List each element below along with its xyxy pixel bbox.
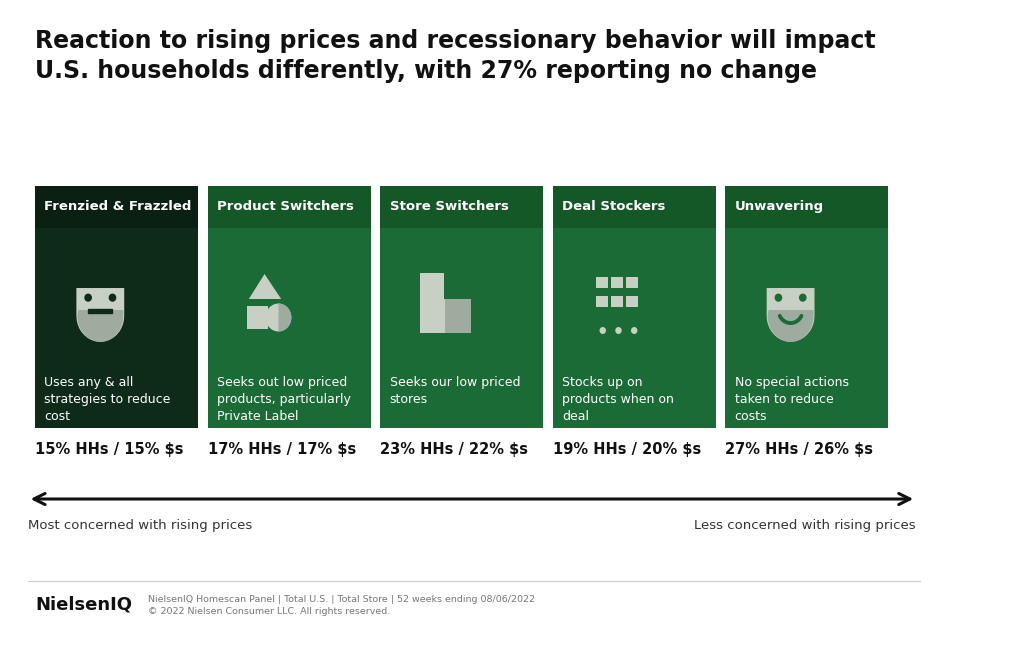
Bar [725, 186, 888, 228]
Text: Reaction to rising prices and recessionary behavior will impact
U.S. households : Reaction to rising prices and recessiona… [35, 29, 876, 83]
Bar [596, 277, 608, 288]
Polygon shape [768, 310, 814, 342]
Text: NielsenIQ: NielsenIQ [35, 596, 132, 614]
Bar [35, 186, 198, 228]
Circle shape [631, 327, 638, 334]
Bar [380, 186, 543, 228]
Circle shape [110, 294, 116, 301]
Bar [35, 186, 198, 428]
Bar [88, 309, 113, 312]
Bar [627, 296, 638, 307]
Bar [596, 296, 608, 307]
Bar [611, 277, 624, 288]
Polygon shape [77, 288, 124, 342]
Polygon shape [767, 288, 814, 342]
Text: NielsenIQ Homescan Panel | Total U.S. | Total Store | 52 weeks ending 08/06/2022: NielsenIQ Homescan Panel | Total U.S. | … [148, 595, 536, 616]
Text: 19% HHs / 20% $s: 19% HHs / 20% $s [553, 442, 701, 457]
Bar [420, 273, 444, 287]
Bar [444, 273, 471, 299]
Text: Seeks out low priced
products, particularly
Private Label: Seeks out low priced products, particula… [217, 376, 351, 423]
Circle shape [800, 294, 806, 301]
Bar [627, 277, 638, 288]
Bar [553, 186, 716, 428]
Bar [380, 186, 543, 428]
Text: 15% HHs / 15% $s: 15% HHs / 15% $s [35, 442, 183, 457]
Polygon shape [279, 303, 292, 331]
Text: Less concerned with rising prices: Less concerned with rising prices [694, 519, 916, 532]
Circle shape [85, 294, 91, 301]
Text: Uses any & all
strategies to reduce
cost: Uses any & all strategies to reduce cost [44, 376, 171, 423]
Polygon shape [249, 274, 282, 299]
Bar [208, 186, 371, 428]
Text: 27% HHs / 26% $s: 27% HHs / 26% $s [725, 442, 873, 457]
Text: Frenzied & Frazzled: Frenzied & Frazzled [44, 201, 191, 214]
Bar [248, 307, 268, 329]
Text: Stocks up on
products when on
deal: Stocks up on products when on deal [562, 376, 674, 423]
Circle shape [775, 294, 781, 301]
Text: Seeks our low priced
stores: Seeks our low priced stores [389, 376, 520, 406]
Bar [725, 186, 888, 428]
Text: Most concerned with rising prices: Most concerned with rising prices [28, 519, 252, 532]
Text: 23% HHs / 22% $s: 23% HHs / 22% $s [380, 442, 528, 457]
Bar [553, 186, 716, 228]
Text: No special actions
taken to reduce
costs: No special actions taken to reduce costs [734, 376, 849, 423]
Polygon shape [77, 310, 123, 342]
Bar [611, 296, 624, 307]
Text: Product Switchers: Product Switchers [217, 201, 354, 214]
Circle shape [615, 327, 622, 334]
Bar [444, 273, 471, 299]
Bar [208, 186, 371, 228]
Text: Unwavering: Unwavering [734, 201, 824, 214]
Circle shape [265, 303, 292, 331]
Text: Store Switchers: Store Switchers [389, 201, 509, 214]
Text: Deal Stockers: Deal Stockers [562, 201, 666, 214]
Text: 17% HHs / 17% $s: 17% HHs / 17% $s [208, 442, 356, 457]
Polygon shape [445, 286, 471, 333]
Circle shape [599, 327, 606, 334]
Bar [420, 286, 471, 333]
